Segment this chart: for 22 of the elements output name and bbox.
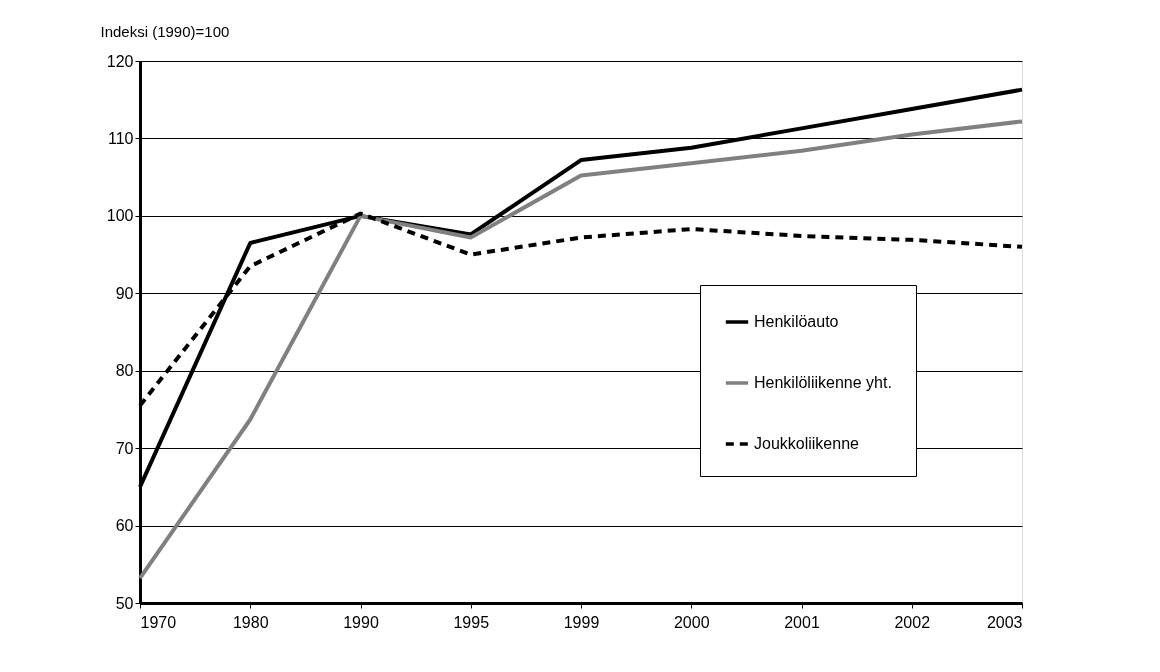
- legend-label: Henkilöliikenne yht.: [754, 374, 892, 391]
- legend-label: Joukkoliikenne: [754, 435, 860, 452]
- x-tick-label: 1999: [563, 613, 600, 631]
- x-tick-label: 2001: [784, 613, 820, 631]
- line-series: [138, 119, 1024, 581]
- y-tick-label: 90: [115, 284, 134, 302]
- x-tick-label: 1990: [343, 613, 379, 631]
- y-tick-label: 120: [106, 52, 134, 70]
- x-tick-label: 2000: [673, 613, 710, 631]
- y-tick-label: 70: [115, 439, 134, 457]
- y-axis-title: Indeksi (1990)=100: [100, 22, 230, 40]
- y-tick-label: 110: [107, 129, 134, 147]
- x-tick-label: 2002: [894, 613, 931, 631]
- y-tick-label: 50: [115, 594, 134, 612]
- y-tick-label: 60: [115, 517, 134, 535]
- legend-label: Henkilöauto: [754, 313, 839, 330]
- x-tick-label: 1980: [232, 613, 269, 631]
- y-tick-label: 80: [115, 362, 134, 380]
- x-tick-label: 1970: [140, 613, 177, 631]
- y-tick-label: 100: [106, 207, 134, 225]
- x-tick-label: 2003: [986, 613, 1023, 631]
- x-tick-label: 1995: [453, 613, 490, 631]
